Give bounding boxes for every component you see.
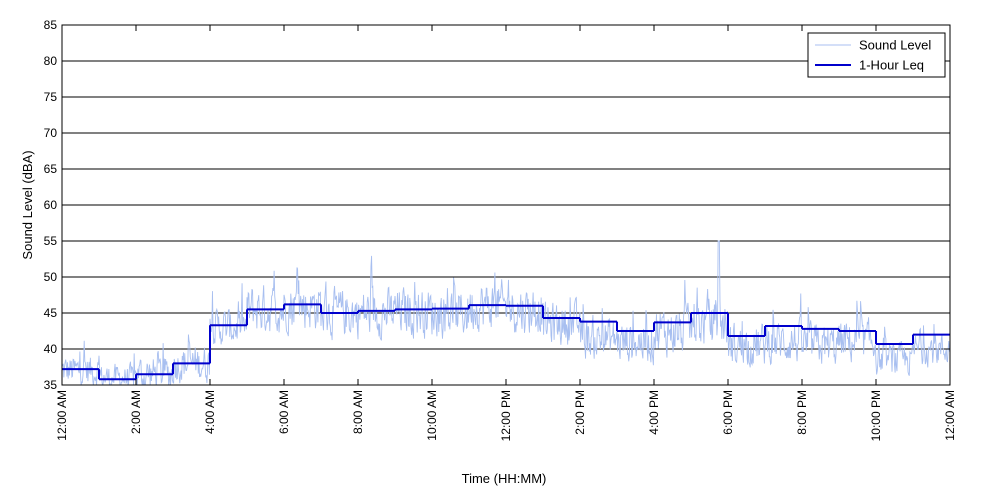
legend: Sound Level 1-Hour Leq: [807, 32, 946, 78]
y-tick-label: 55: [44, 234, 58, 248]
y-tick-label: 45: [44, 306, 58, 320]
x-tick-label: 10:00 AM: [425, 390, 439, 441]
legend-label-sound-level: Sound Level: [859, 38, 931, 53]
x-tick-label: 6:00 AM: [277, 390, 291, 434]
y-tick-label: 40: [44, 342, 58, 356]
y-tick-label: 75: [44, 90, 58, 104]
legend-label-1-hour-leq: 1-Hour Leq: [859, 58, 924, 73]
x-tick-label: 4:00 AM: [203, 390, 217, 434]
x-tick-label: 12:00 PM: [499, 390, 513, 441]
x-tick-label: 10:00 PM: [869, 390, 883, 441]
x-tick-label: 2:00 PM: [573, 390, 587, 435]
y-tick-label: 50: [44, 270, 58, 284]
x-axis-title: Time (HH:MM): [462, 471, 547, 486]
x-axis-ticks: 12:00 AM 2:00 AM 4:00 AM 6:00 AM 8:00 AM 10:0…: [55, 25, 957, 441]
y-tick-label: 85: [44, 18, 58, 32]
x-tick-label: 6:00 PM: [721, 390, 735, 435]
x-tick-label: 2:00 AM: [129, 390, 143, 434]
y-tick-label: 60: [44, 198, 58, 212]
y-axis-ticks: 35 40 45 50 55 60 65 70 75 80 85: [44, 18, 950, 392]
y-axis-title: Sound Level (dBA): [20, 150, 35, 259]
x-tick-label: 8:00 AM: [351, 390, 365, 434]
series-sound-level-line: [62, 240, 950, 385]
x-tick-label: 12:00 AM: [55, 390, 69, 441]
x-tick-label: 4:00 PM: [647, 390, 661, 435]
x-tick-label: 12:00 AM: [943, 390, 957, 441]
legend-box: [807, 32, 946, 78]
y-tick-label: 65: [44, 162, 58, 176]
y-tick-label: 70: [44, 126, 58, 140]
y-tick-label: 80: [44, 54, 58, 68]
x-tick-label: 8:00 PM: [795, 390, 809, 435]
y-tick-label: 35: [44, 378, 58, 392]
series-layer: [62, 240, 950, 385]
